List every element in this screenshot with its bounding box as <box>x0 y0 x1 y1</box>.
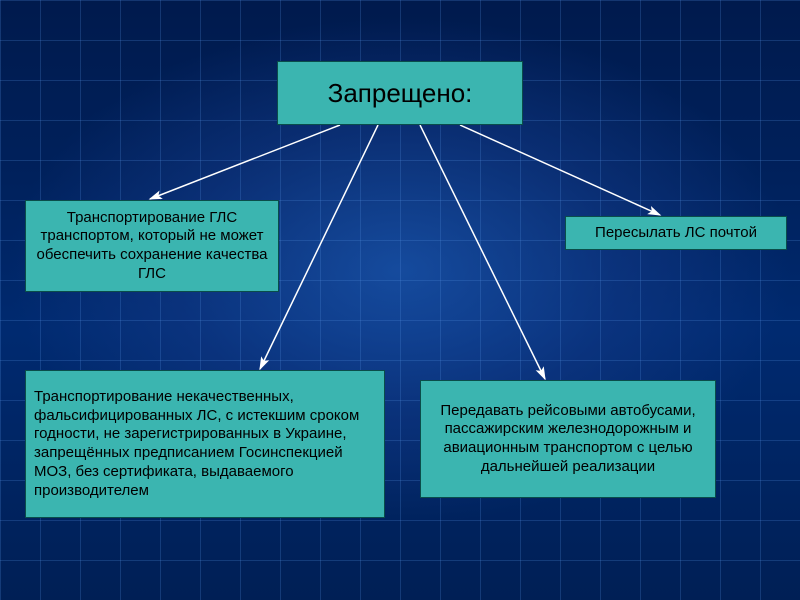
child-node-label: Транспортирование ГЛС транспортом, котор… <box>34 209 270 284</box>
child-node-label: Передавать рейсовыми автобусами, пассажи… <box>429 402 707 477</box>
child-node: Транспортирование некачественных, фальси… <box>25 370 385 518</box>
child-node: Пересылать ЛС почтой <box>565 216 787 250</box>
arrow <box>460 125 660 215</box>
arrow <box>150 125 340 199</box>
arrow <box>420 125 545 379</box>
root-node-label: Запрещено: <box>328 77 473 110</box>
child-node: Транспортирование ГЛС транспортом, котор… <box>25 200 279 292</box>
root-node: Запрещено: <box>277 61 523 125</box>
child-node-label: Пересылать ЛС почтой <box>595 224 757 243</box>
child-node: Передавать рейсовыми автобусами, пассажи… <box>420 380 716 498</box>
child-node-label: Транспортирование некачественных, фальси… <box>34 388 376 501</box>
